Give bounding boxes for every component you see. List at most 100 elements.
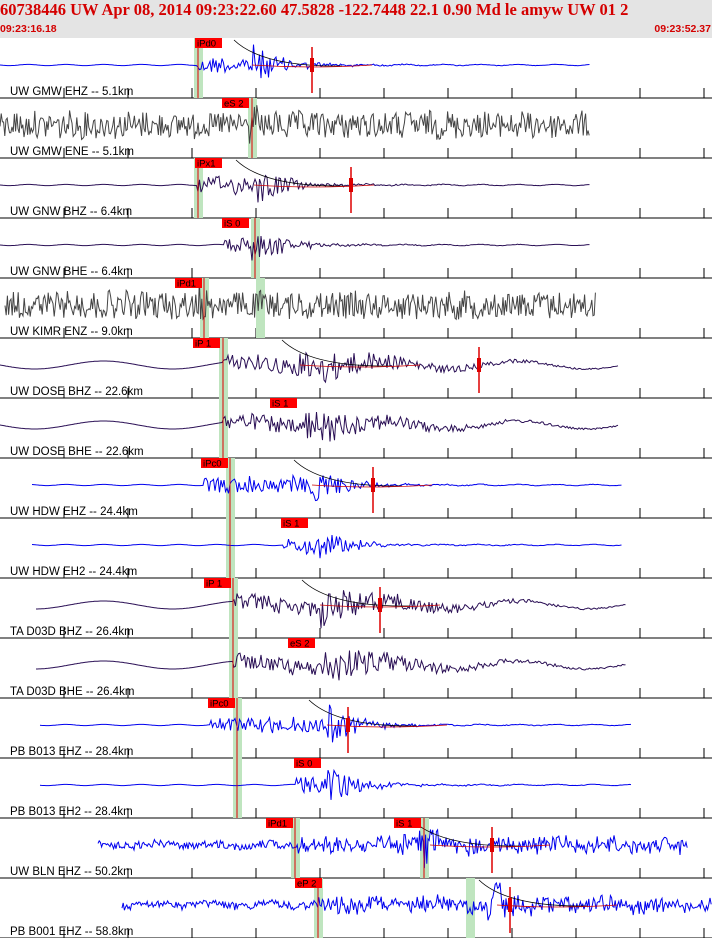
trace-row: iPd1 UW KIMR ENZ -- 9.0km: [4, 278, 596, 338]
amplitude-envelope: [326, 724, 448, 728]
pick-box: [295, 878, 322, 888]
pick-label: iPc0: [210, 699, 228, 710]
amplitude-marker-box: [490, 838, 494, 852]
waveform: [0, 105, 590, 144]
pick-label: iS 1: [272, 399, 288, 410]
pick-box: [208, 698, 235, 708]
trace-row: eS 2 UW GMW ENE -- 5.1km: [0, 98, 590, 158]
waveform: [0, 235, 590, 261]
travel-time-curve: [233, 39, 343, 67]
pick-label: iS 1: [396, 819, 412, 830]
waveform: [36, 590, 626, 629]
travel-time-curve: [281, 339, 391, 367]
pick-label: iP 1: [195, 339, 211, 350]
pick-label: iPd1: [268, 819, 287, 830]
pick-box: [195, 38, 222, 48]
pick-label: iS 0: [224, 219, 240, 230]
pick-box: [294, 758, 321, 768]
pick-label: eS 2: [290, 639, 310, 650]
station-label: UW HDW EHZ -- 24.4km: [10, 506, 138, 518]
pick-label: iPc0: [203, 459, 221, 470]
trace-row: eS 2 TA D03D BHE -- 26.4km: [10, 638, 626, 698]
trace-row: iS 0 UW GNW BHE -- 6.4km: [0, 218, 590, 278]
header-bar: 60738446 UW Apr 08, 2014 09:23:22.60 47.…: [0, 0, 712, 38]
amplitude-marker-box: [477, 358, 481, 372]
pick-label: eS 2: [224, 99, 244, 110]
seismogram-chart: iPd0 UW GMW EHZ -- 5.1km eS 2 UW GMW ENE --…: [0, 38, 712, 938]
waveform: [39, 704, 632, 743]
trace-row: iPx1 UW GNW BHZ -- 6.4km: [0, 158, 590, 218]
time-end-label: 09:23:52.37: [654, 23, 711, 35]
amplitude-marker-box: [346, 718, 350, 732]
station-label: UW KIMR ENZ -- 9.0km: [10, 326, 133, 338]
time-start-label: 09:23:16.18: [0, 23, 57, 35]
station-label: UW GNW BHE -- 6.4km: [10, 266, 133, 278]
station-label: UW BLN EHZ -- 50.2km: [10, 866, 133, 878]
waveform: [0, 351, 619, 384]
station-label: TA D03D BHZ -- 26.4km: [10, 626, 134, 638]
station-label: PB B013 EH2 -- 28.4km: [10, 806, 133, 818]
pick-label: iS 0: [296, 759, 312, 770]
pick-box: [204, 578, 231, 588]
amplitude-envelope: [299, 364, 421, 368]
travel-time-curve: [308, 699, 418, 727]
travel-time-curve: [293, 459, 403, 487]
pick-box: [193, 338, 220, 348]
waveform: [121, 881, 712, 921]
window-band: [256, 278, 265, 338]
trace-row: eP 2 PB B001 EHZ -- 58.8km: [10, 878, 712, 938]
waveform: [31, 535, 622, 559]
waveform: [31, 473, 622, 502]
travel-time-curve: [235, 159, 345, 187]
travel-time-curve: [478, 879, 588, 907]
waveform: [0, 174, 590, 203]
waveform: [0, 411, 619, 442]
amplitude-marker-box: [378, 598, 382, 612]
trace-row: iS 0 PB B013 EH2 -- 28.4km: [10, 758, 632, 818]
station-label: TA D03D BHE -- 26.4km: [10, 686, 134, 698]
waveform: [0, 44, 590, 79]
waveform: [4, 279, 596, 321]
trace-row: iP 1 UW DOSE BHZ -- 22.6km: [0, 338, 619, 398]
station-label: PB B013 EHZ -- 28.4km: [10, 746, 133, 758]
station-label: UW GMW EHZ -- 5.1km: [10, 86, 133, 98]
trace-row: iPd1 iS 1 UW BLN EHZ -- 50.2km: [10, 818, 688, 878]
amplitude-marker-box: [310, 58, 314, 72]
station-label: UW DOSE BHZ -- 22.6km: [10, 386, 143, 398]
pick-box: [266, 818, 293, 828]
pick-label: iPd1: [177, 279, 196, 290]
station-label: PB B001 EHZ -- 58.8km: [10, 926, 133, 938]
waveform: [97, 828, 688, 869]
station-label: UW HDW EH2 -- 24.4km: [10, 566, 137, 578]
pick-box: [195, 158, 222, 168]
event-title: 60738446 UW Apr 08, 2014 09:23:22.60 47.…: [0, 0, 629, 19]
pick-label: eP 2: [297, 879, 316, 890]
waveform: [39, 768, 632, 800]
pick-box: [222, 218, 249, 228]
pick-box: [288, 638, 315, 648]
amplitude-envelope: [253, 184, 375, 188]
trace-row: iPc0 PB B013 EHZ -- 28.4km: [10, 698, 632, 758]
pick-label: iPx1: [197, 159, 215, 170]
trace-row: iP 1 TA D03D BHZ -- 26.4km: [10, 578, 626, 638]
pick-box: [394, 818, 421, 828]
waveform: [36, 650, 626, 681]
station-label: UW GMW ENE -- 5.1km: [10, 146, 134, 158]
trace-row: iS 1 UW HDW EH2 -- 24.4km: [10, 518, 622, 578]
pick-box: [201, 458, 228, 468]
travel-time-curve: [301, 579, 411, 607]
station-label: UW GNW BHZ -- 6.4km: [10, 206, 132, 218]
pick-box: [270, 398, 297, 408]
pick-label: iS 1: [283, 519, 299, 530]
station-label: UW DOSE BHE -- 22.6km: [10, 446, 144, 458]
amplitude-marker-box: [371, 478, 375, 492]
pick-box: [281, 518, 308, 528]
amplitude-marker-box: [349, 178, 353, 192]
pick-box: [175, 278, 202, 288]
pick-box: [222, 98, 249, 108]
pick-label: iP 1: [206, 579, 222, 590]
trace-row: iS 1 UW DOSE BHE -- 22.6km: [0, 398, 619, 458]
trace-row: iPd0 UW GMW EHZ -- 5.1km: [0, 38, 590, 98]
trace-row: iPc0 UW HDW EHZ -- 24.4km: [10, 458, 622, 518]
pick-label: iPd0: [197, 39, 216, 50]
